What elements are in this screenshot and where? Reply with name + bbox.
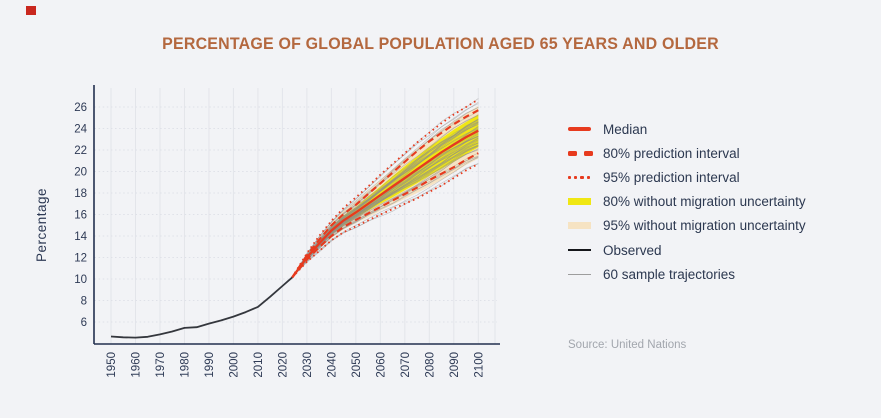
- svg-text:2020: 2020: [277, 352, 289, 378]
- svg-text:12: 12: [74, 253, 87, 265]
- svg-text:1990: 1990: [204, 352, 216, 378]
- beige-band-swatch: [568, 222, 594, 230]
- chart-title: PERCENTAGE OF GLOBAL POPULATION AGED 65 …: [162, 34, 719, 53]
- svg-text:2030: 2030: [302, 352, 314, 378]
- legend-item-trajectories: 60 sample trajectories: [568, 262, 806, 286]
- legend-label: 80% prediction interval: [603, 145, 740, 161]
- svg-text:18: 18: [74, 188, 87, 200]
- legend-label: Median: [603, 121, 648, 137]
- svg-text:1960: 1960: [130, 352, 142, 378]
- svg-text:16: 16: [74, 210, 87, 222]
- svg-text:2040: 2040: [326, 352, 338, 378]
- svg-text:2080: 2080: [424, 352, 436, 378]
- dashed-line-swatch: [568, 151, 594, 156]
- legend-item-median: Median: [568, 117, 806, 141]
- svg-text:8: 8: [81, 296, 87, 308]
- legend-label: 95% without migration uncertainty: [603, 218, 806, 234]
- svg-text:2060: 2060: [375, 352, 387, 378]
- legend-label: 60 sample trajectories: [603, 266, 736, 282]
- legend-label: Observed: [603, 242, 662, 258]
- svg-text:1950: 1950: [106, 352, 118, 378]
- svg-text:2000: 2000: [228, 352, 240, 378]
- legend-item-95-nomigration: 95% without migration uncertainty: [568, 214, 806, 238]
- svg-text:26: 26: [74, 102, 87, 114]
- svg-text:2010: 2010: [253, 352, 265, 378]
- dotted-line-swatch: [568, 175, 594, 180]
- source-note: Source: United Nations: [568, 339, 687, 351]
- svg-text:22: 22: [74, 145, 87, 157]
- chart-legend: Median 80% prediction interval 95% predi…: [568, 117, 806, 286]
- legend-label: 80% without migration uncertainty: [603, 194, 806, 210]
- svg-text:1980: 1980: [179, 352, 191, 378]
- svg-text:14: 14: [74, 231, 87, 243]
- legend-label: 95% prediction interval: [603, 169, 740, 185]
- black-line-swatch: [568, 248, 594, 252]
- svg-text:1970: 1970: [155, 352, 167, 378]
- svg-text:10: 10: [74, 274, 87, 286]
- svg-text:2070: 2070: [400, 352, 412, 378]
- legend-item-observed: Observed: [568, 238, 806, 262]
- y-axis-label: Percentage: [34, 187, 49, 263]
- legend-item-80-interval: 80% prediction interval: [568, 141, 806, 165]
- legend-item-80-nomigration: 80% without migration uncertainty: [568, 190, 806, 214]
- svg-text:2090: 2090: [449, 352, 461, 378]
- red-corner-mark: [26, 6, 36, 15]
- svg-text:2100: 2100: [473, 352, 485, 378]
- median-line-swatch: [568, 126, 594, 132]
- yellow-band-swatch: [568, 198, 594, 206]
- legend-item-95-interval: 95% prediction interval: [568, 165, 806, 189]
- svg-text:2050: 2050: [351, 352, 363, 378]
- gray-line-swatch: [568, 273, 594, 275]
- svg-text:20: 20: [74, 167, 87, 179]
- svg-text:6: 6: [81, 317, 87, 329]
- svg-text:24: 24: [74, 124, 87, 136]
